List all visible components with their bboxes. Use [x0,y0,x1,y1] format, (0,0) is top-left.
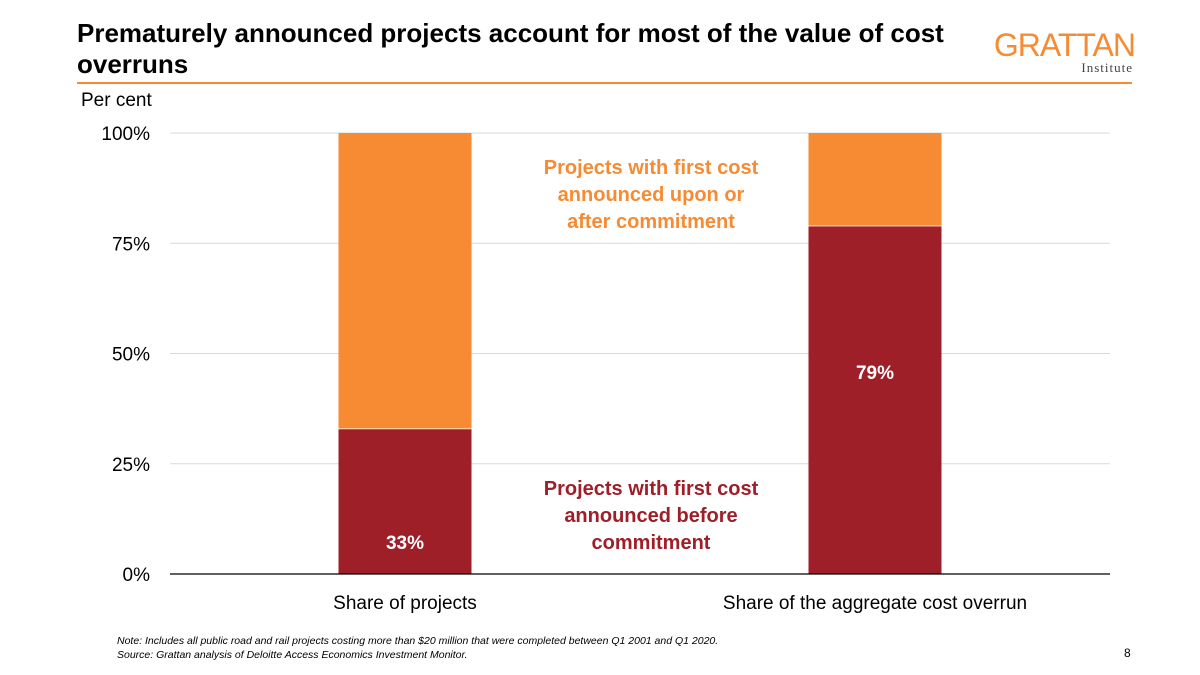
slide-title: Prematurely announced projects account f… [77,18,944,79]
grattan-logo: GRATTAN Institute [985,27,1136,78]
chart-notes: Note: Includes all public road and rail … [117,634,718,662]
bar-segment [808,133,942,226]
x-tick-label: Share of the aggregate cost overrun [723,593,1027,614]
logo-wordmark: GRATTAN [993,27,1136,63]
series-label: commitment [592,532,711,554]
y-tick-label: 0% [123,565,151,586]
y-tick-label: 50% [112,345,150,366]
series-label: announced before [564,505,737,527]
series-label: Projects with first cost [544,157,759,179]
source-text: Source: Grattan analysis of Deloitte Acc… [117,649,468,661]
y-tick-label: 75% [112,234,150,255]
page-number: 8 [1124,646,1131,660]
series-label: Projects with first cost [544,478,759,500]
bar-segment [338,428,472,574]
bar-segment [338,133,472,429]
y-axis-label: Per cent [81,90,152,111]
x-tick-label: Share of projects [333,593,477,614]
title-underline [77,82,1132,84]
y-tick-label: 100% [101,124,150,145]
series-label: announced upon or [558,184,745,206]
data-label: 33% [386,533,424,554]
series-label: after commitment [567,211,735,233]
logo-subtitle: Institute [1081,60,1133,75]
y-tick-label: 25% [112,455,150,476]
bar-segment [808,225,942,575]
data-label: 79% [856,363,894,384]
note-text: Note: Includes all public road and rail … [117,635,719,647]
